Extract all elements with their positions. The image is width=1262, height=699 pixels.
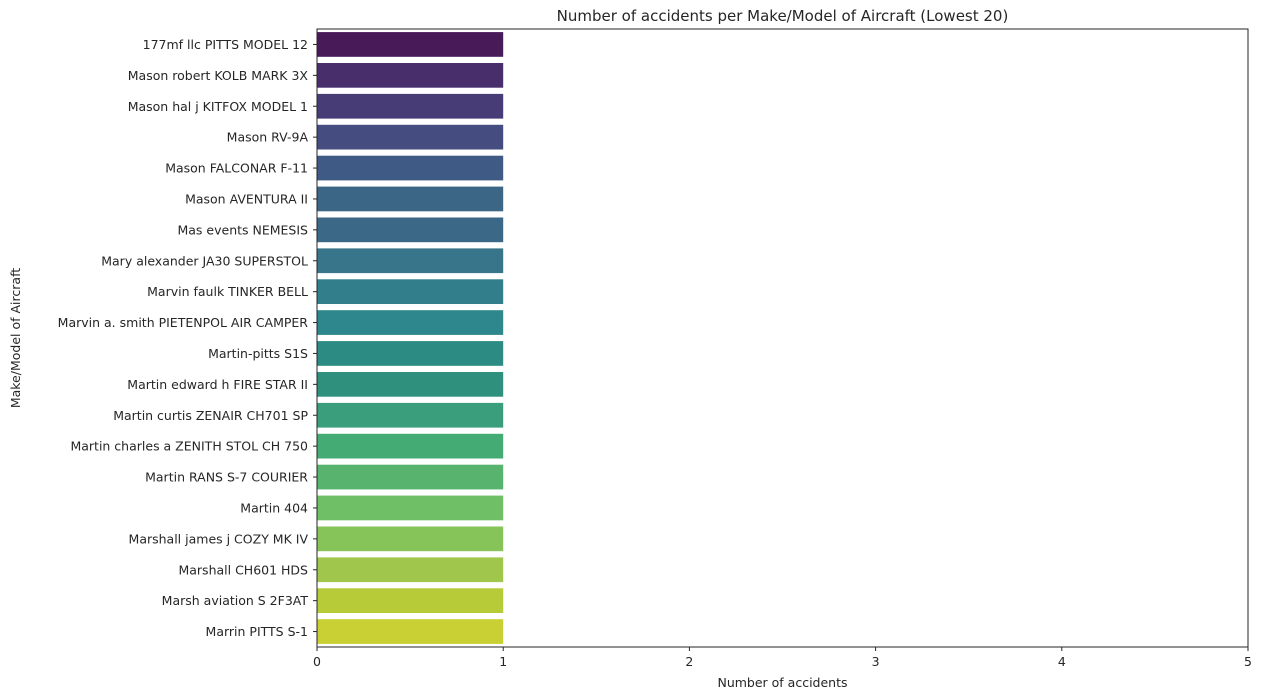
x-tick-label: 5 xyxy=(1244,654,1252,669)
y-tick-label: Marrin PITTS S-1 xyxy=(206,624,308,639)
bar xyxy=(317,588,504,614)
bar xyxy=(317,402,504,428)
y-tick-label: Marsh aviation S 2F3AT xyxy=(162,593,309,608)
y-tick-label: Mason hal j KITFOX MODEL 1 xyxy=(128,99,308,114)
y-tick-label: Martin 404 xyxy=(240,500,308,515)
y-tick-label: Mason AVENTURA II xyxy=(185,191,308,206)
y-tick-label: Martin-pitts S1S xyxy=(208,346,308,361)
x-tick-label: 3 xyxy=(872,654,880,669)
bar xyxy=(317,495,504,521)
y-tick-label: Martin edward h FIRE STAR II xyxy=(127,377,308,392)
bar xyxy=(317,124,504,150)
y-tick-label: Marvin a. smith PIETENPOL AIR CAMPER xyxy=(58,315,309,330)
y-tick-label: Martin RANS S-7 COURIER xyxy=(145,470,308,485)
bar xyxy=(317,279,504,305)
y-tick-label: Martin charles a ZENITH STOL CH 750 xyxy=(70,439,308,454)
y-tick-label: Mason RV-9A xyxy=(227,130,309,145)
y-tick-label: Martin curtis ZENAIR CH701 SP xyxy=(113,408,308,423)
y-tick-label: Mary alexander JA30 SUPERSTOL xyxy=(101,253,308,268)
bar xyxy=(317,248,504,274)
bar xyxy=(317,526,504,552)
bar xyxy=(317,62,504,88)
y-tick-label: Mas events NEMESIS xyxy=(177,222,308,237)
bar xyxy=(317,93,504,119)
y-axis-ticks: 177mf llc PITTS MODEL 12 Mason robert KOL… xyxy=(58,37,317,639)
y-tick-label: Marvin faulk TINKER BELL xyxy=(147,284,308,299)
bar xyxy=(317,217,504,243)
x-tick-label: 1 xyxy=(499,654,507,669)
bar xyxy=(317,32,504,57)
y-axis-label: Make/Model of Aircraft xyxy=(8,268,23,408)
bar xyxy=(317,341,504,366)
bar xyxy=(317,371,504,397)
x-axis-ticks: 0 1 2 3 4 5 xyxy=(313,647,1252,669)
chart-title: Number of accidents per Make/Model of Ai… xyxy=(557,7,1009,25)
plot-frame xyxy=(316,28,1249,648)
bar xyxy=(317,155,504,181)
y-tick-label: Marshall james j COZY MK IV xyxy=(129,531,309,546)
bar xyxy=(317,433,504,459)
x-axis-label: Number of accidents xyxy=(717,675,847,690)
bar xyxy=(317,186,504,212)
x-tick-label: 2 xyxy=(685,654,693,669)
y-tick-label: Mason robert KOLB MARK 3X xyxy=(128,68,309,83)
x-tick-label: 4 xyxy=(1058,654,1066,669)
bar xyxy=(317,464,504,490)
bars-group xyxy=(317,32,504,644)
bar xyxy=(317,557,504,583)
y-tick-label: 177mf llc PITTS MODEL 12 xyxy=(143,37,308,52)
x-tick-label: 0 xyxy=(313,654,321,669)
y-tick-label: Mason FALCONAR F-11 xyxy=(165,161,308,176)
y-tick-label: Marshall CH601 HDS xyxy=(178,562,308,577)
bar xyxy=(317,619,504,644)
bar xyxy=(317,310,504,335)
